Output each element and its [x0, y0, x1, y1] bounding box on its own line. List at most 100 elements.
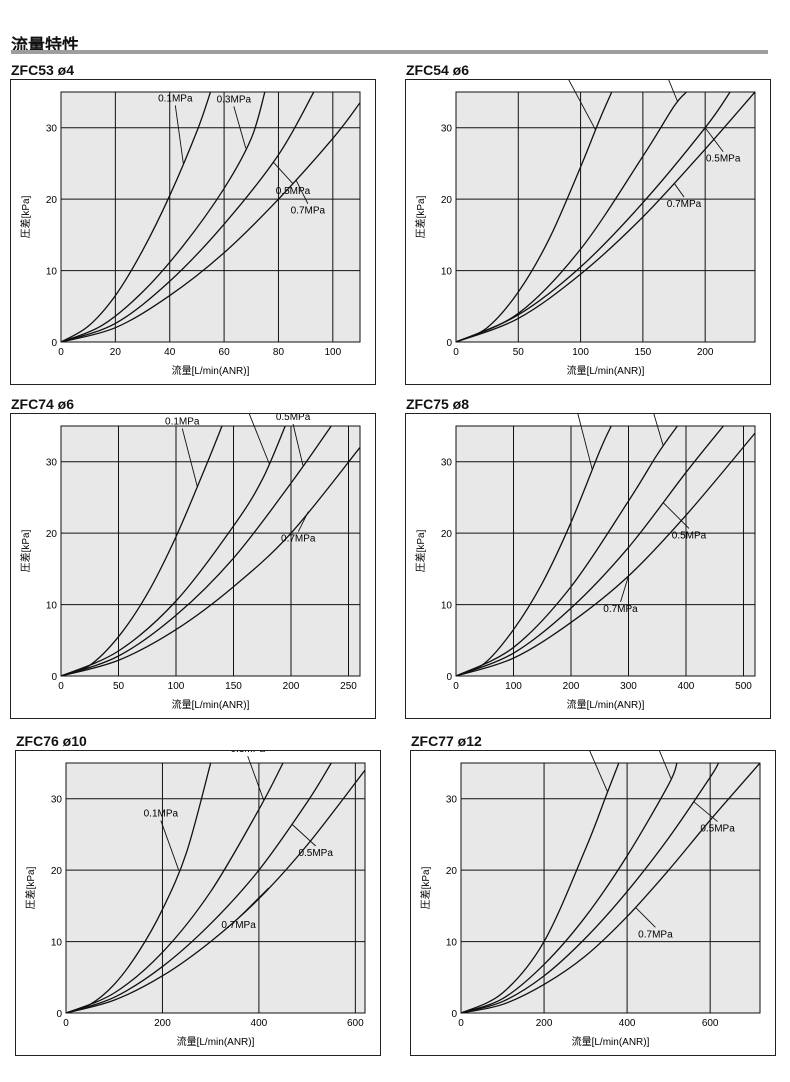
y-tick-label: 10: [46, 267, 58, 278]
chart-zfc74: 05010015020025001020300.1MPa0.3MPa0.5MPa…: [10, 413, 376, 719]
plot-area: [66, 763, 365, 1013]
label-pointer: [233, 106, 247, 149]
series-label: 0.1MPa: [144, 809, 179, 820]
y-axis-label: 圧差[kPa]: [414, 195, 427, 238]
label-pointer: [662, 502, 690, 529]
series-label: 0.5MPa: [276, 186, 311, 197]
y-tick-label: 10: [446, 938, 458, 949]
label-pointer: [668, 80, 679, 103]
label-pointer: [568, 80, 596, 131]
y-tick-label: 30: [446, 795, 458, 806]
series-line-2: [456, 92, 687, 342]
plot-frame: [60, 425, 361, 677]
y-axis-label: 圧差[kPa]: [419, 866, 432, 909]
series-line-3: [456, 92, 731, 342]
x-tick-label: 150: [635, 347, 652, 358]
y-tick-label: 20: [441, 529, 453, 540]
y-tick-label: 0: [446, 672, 452, 683]
y-tick-label: 30: [51, 795, 63, 806]
label-pointer: [181, 428, 198, 487]
plot-area: [456, 92, 755, 342]
y-tick-label: 10: [46, 601, 58, 612]
label-pointer: [295, 179, 309, 204]
series-line-3: [456, 426, 724, 676]
series-line-4: [61, 447, 360, 676]
y-tick-label: 20: [46, 195, 58, 206]
x-tick-label: 200: [283, 681, 300, 692]
series-label: 0.5MPa: [700, 824, 735, 835]
x-tick-label: 400: [619, 1018, 636, 1029]
series-label: 0.5MPa: [672, 530, 707, 541]
x-tick-label: 600: [702, 1018, 719, 1029]
x-tick-label: 250: [340, 681, 357, 692]
series-line-2: [61, 92, 266, 342]
x-tick-label: 50: [113, 681, 125, 692]
y-tick-label: 10: [441, 267, 453, 278]
series-label: 0.1MPa: [165, 417, 200, 428]
series-label: 0.5MPa: [276, 414, 311, 423]
plot-frame: [460, 762, 761, 1014]
series-line-4: [456, 92, 755, 342]
x-tick-label: 80: [273, 347, 285, 358]
x-tick-label: 100: [168, 681, 185, 692]
label-pointer: [659, 751, 672, 779]
y-tick-label: 30: [46, 124, 58, 135]
y-axis-label: 圧差[kPa]: [19, 195, 32, 238]
x-tick-label: 400: [251, 1018, 268, 1029]
y-tick-label: 10: [51, 938, 63, 949]
plot-frame: [455, 91, 756, 343]
y-axis-label: 圧差[kPa]: [19, 529, 32, 572]
x-tick-label: 300: [620, 681, 637, 692]
chart-zfc75: 010020030040050001020300.1MPa0.3MPa0.5MP…: [405, 413, 771, 719]
x-axis-label: 流量[L/min(ANR)]: [567, 364, 645, 377]
y-tick-label: 20: [51, 866, 63, 877]
y-tick-label: 0: [446, 338, 452, 349]
series-line-3: [61, 92, 315, 342]
chart-title-zfc54: ZFC54 ø6: [406, 62, 470, 78]
series-line-4: [456, 432, 755, 676]
label-pointer: [248, 414, 270, 464]
x-tick-label: 0: [458, 1018, 464, 1029]
label-pointer: [292, 423, 304, 467]
label-pointer: [653, 414, 664, 447]
y-tick-label: 10: [441, 601, 453, 612]
chart-title-zfc75: ZFC75 ø8: [406, 396, 470, 412]
y-tick-label: 0: [51, 338, 57, 349]
y-tick-label: 20: [46, 529, 58, 540]
series-line-1: [61, 92, 212, 342]
plot-frame: [455, 425, 756, 677]
series-line-2: [456, 426, 678, 676]
x-tick-label: 0: [63, 1018, 69, 1029]
x-tick-label: 40: [164, 347, 176, 358]
series-label: 0.7MPa: [638, 929, 673, 940]
series-line-2: [66, 763, 284, 1013]
x-tick-label: 150: [225, 681, 242, 692]
x-tick-label: 200: [697, 347, 714, 358]
series-label: 0.5MPa: [706, 154, 741, 165]
y-axis-label: 圧差[kPa]: [414, 529, 427, 572]
plot-area: [456, 426, 755, 676]
x-tick-label: 20: [110, 347, 122, 358]
series-line-1: [461, 763, 620, 1013]
chart-title-zfc53: ZFC53 ø4: [11, 62, 75, 78]
series-label: 0.7MPa: [291, 206, 326, 217]
series-line-2: [461, 763, 678, 1013]
x-tick-label: 0: [58, 347, 64, 358]
series-line-2: [61, 426, 286, 676]
label-pointer: [577, 414, 593, 470]
x-tick-label: 500: [735, 681, 752, 692]
series-label: 0.7MPa: [603, 604, 638, 615]
chart-title-zfc76: ZFC76 ø10: [16, 733, 87, 749]
series-label: 0.1MPa: [158, 93, 193, 104]
series-line-1: [456, 92, 613, 342]
x-tick-label: 0: [58, 681, 64, 692]
x-tick-label: 100: [505, 681, 522, 692]
x-tick-label: 400: [678, 681, 695, 692]
chart-zfc77: 020040060001020300.1MPa0.3MPa0.5MPa0.7MP…: [410, 750, 776, 1056]
label-pointer: [693, 801, 718, 822]
series-line-4: [61, 102, 360, 342]
series-label: 0.5MPa: [298, 848, 333, 859]
y-axis-label: 圧差[kPa]: [24, 866, 37, 909]
x-axis-label: 流量[L/min(ANR)]: [172, 698, 250, 711]
plot-area: [61, 426, 360, 676]
